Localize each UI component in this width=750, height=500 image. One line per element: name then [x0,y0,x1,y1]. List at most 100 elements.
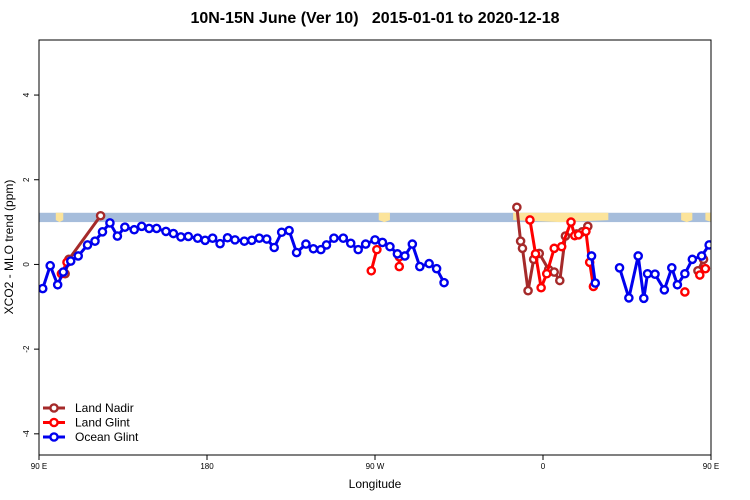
data-point [667,263,677,273]
data-point [680,268,690,279]
data-point [45,260,56,271]
data-point [424,258,434,269]
data-point [556,241,567,252]
data-point [65,256,76,266]
data-point [431,263,442,274]
data-point [52,279,63,290]
data-point [392,249,403,259]
y-tick-label: -2 [22,345,31,353]
series-line-1-3 [528,219,595,290]
data-point [730,218,737,225]
band-land-region-4 [705,212,711,222]
data-point [530,249,541,259]
x-tick-label: 90 E [31,462,47,471]
data-point [230,235,240,245]
data-point [737,232,744,239]
data-point [129,224,139,235]
data-point [590,278,601,288]
legend-swatch-marker [49,432,59,442]
x-tick-label: 0 [541,462,546,471]
data-point [144,223,154,234]
data-point [353,244,364,255]
data-point [614,263,625,273]
data-point [168,228,179,239]
legend-label: Land Glint [75,416,130,430]
data-point [385,241,395,252]
y-tick-label: 0 [22,262,31,267]
data-point [73,251,83,261]
data-point [261,234,272,244]
data-point [246,235,257,246]
legend-item: Ocean Glint [43,430,139,444]
band-land-region-1 [378,212,390,223]
data-point [207,233,218,243]
data-point [414,261,425,272]
data-point [400,251,410,261]
data-point [254,233,265,243]
data-point [222,232,233,243]
data-point [366,265,377,276]
chart-title: 10N-15N June (Ver 10) 2015-01-01 to 2020… [190,10,560,27]
band-land-region-2 [513,212,609,223]
legend-swatch-marker [49,417,59,428]
data-point [523,285,533,296]
data-point [82,240,93,250]
legend-swatch-marker [49,403,59,413]
band-land-region-0 [55,212,64,223]
data-point [700,263,711,274]
data-point [549,267,560,277]
data-point [192,233,203,243]
data-point [284,225,294,236]
data-point [650,269,660,279]
data-point [555,275,565,286]
data-point [308,243,319,254]
data-point [394,261,405,272]
data-point [639,293,649,304]
data-point [161,226,171,237]
data-point [112,231,123,241]
data-point [517,243,528,254]
x-tick-label: 180 [200,462,214,471]
data-point [360,239,371,249]
y-axis-title: XCO2 - MLO trend (ppm) [2,180,16,315]
x-tick-label: 90 W [366,462,385,471]
data-point [745,222,750,229]
data-point [586,251,597,261]
data-point [541,268,552,279]
data-point [377,237,388,248]
data-point [239,236,250,246]
data-point [39,283,48,294]
band-land-region-3 [681,212,693,223]
data-point [549,243,560,254]
data-point [105,218,115,228]
data-point [713,237,720,244]
data-point [321,240,332,250]
data-point [512,202,522,213]
data-coverage-band [39,212,711,223]
data-point [407,239,418,249]
data-point [338,233,349,243]
data-point [120,222,130,232]
data-point [90,236,100,246]
data-point [370,235,380,245]
data-point [269,242,280,253]
x-tick-label: 90 E [703,462,719,471]
data-point [183,231,194,242]
data-point [276,227,287,238]
data-point [301,239,311,249]
data-point [722,229,729,236]
legend-label: Land Nadir [75,401,134,415]
data-point [704,240,711,250]
data-point [200,235,210,246]
data-point [573,229,584,240]
y-tick-label: 2 [22,177,31,182]
data-point [633,251,644,261]
data-point [581,226,591,237]
data-point [695,270,705,280]
data-point [624,293,634,303]
data-point [95,210,106,221]
y-tick-label: 4 [22,92,31,97]
data-point [743,212,750,219]
